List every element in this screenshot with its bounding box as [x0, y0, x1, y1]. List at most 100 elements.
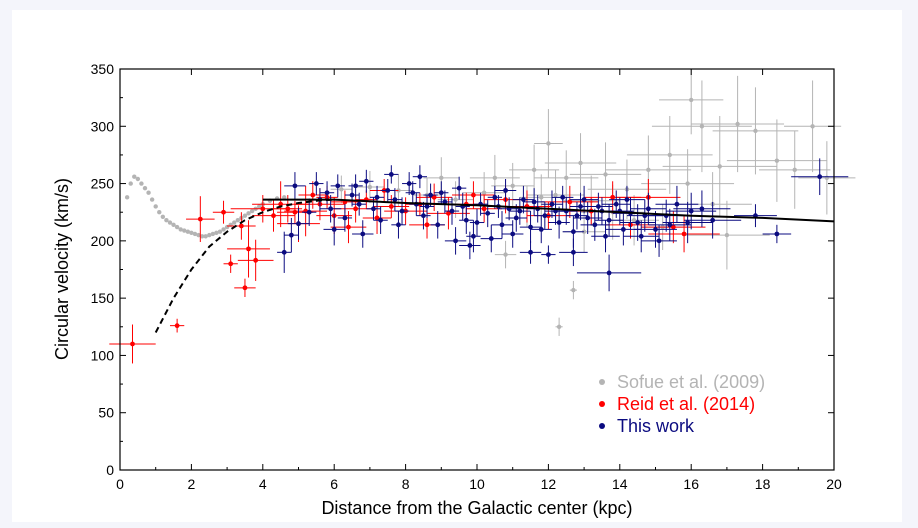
- data-point: [570, 229, 576, 235]
- data-point: [446, 210, 451, 216]
- data-point: [149, 197, 155, 202]
- data-point: [288, 232, 294, 238]
- y-tick-label: 250: [91, 176, 115, 192]
- data-point: [196, 232, 201, 238]
- data-point: [306, 209, 312, 215]
- y-tick-label: 300: [91, 118, 115, 134]
- data-point: [585, 215, 591, 221]
- data-point: [538, 227, 544, 232]
- data-point: [232, 220, 237, 225]
- data-point: [174, 224, 180, 230]
- data-point: [653, 227, 658, 232]
- data-point: [324, 190, 330, 196]
- data-point: [603, 172, 608, 177]
- data-point: [132, 174, 137, 179]
- data-point: [546, 141, 551, 146]
- x-tick-label: 14: [612, 476, 628, 492]
- data-point: [463, 217, 469, 223]
- data-point: [328, 206, 334, 212]
- data-point: [246, 246, 251, 252]
- x-tick-label: 10: [469, 476, 485, 492]
- data-point: [631, 218, 637, 223]
- data-point: [488, 236, 494, 241]
- data-point: [367, 184, 373, 190]
- data-point: [556, 220, 562, 225]
- data-point: [346, 224, 351, 230]
- data-point: [492, 175, 498, 181]
- data-point: [613, 201, 619, 207]
- data-point: [492, 194, 498, 200]
- data-point: [453, 197, 458, 202]
- data-point: [792, 167, 797, 173]
- data-point: [439, 175, 444, 181]
- thiswork-series: [277, 158, 849, 292]
- data-point: [203, 234, 208, 239]
- data-point: [310, 192, 316, 198]
- data-point: [435, 222, 441, 228]
- data-point: [724, 232, 730, 238]
- data-point: [182, 228, 187, 233]
- data-point: [431, 194, 437, 200]
- figure-panel: 0 2 4 6 8 10 12 14 16 18 20 0 50 100 150 200 250 300 350 D…: [12, 10, 902, 522]
- data-point: [235, 218, 241, 223]
- x-tick-label: 20: [826, 476, 842, 492]
- data-point: [388, 172, 394, 177]
- data-point: [217, 229, 223, 234]
- x-tick-label: 6: [330, 476, 338, 492]
- legend-label: Reid et al. (2014): [617, 394, 755, 414]
- data-point: [139, 181, 144, 186]
- data-point: [353, 206, 359, 212]
- data-point: [392, 197, 398, 203]
- data-point: [356, 201, 362, 207]
- data-point: [417, 174, 423, 180]
- data-point: [485, 210, 491, 216]
- data-point: [595, 204, 601, 209]
- data-point: [453, 238, 458, 244]
- data-point: [157, 210, 162, 215]
- data-point: [210, 231, 216, 237]
- data-point: [371, 206, 376, 212]
- legend-label: This work: [617, 416, 695, 436]
- data-point: [638, 233, 644, 239]
- data-point: [645, 206, 651, 212]
- data-point: [624, 197, 630, 203]
- data-point: [581, 197, 587, 203]
- data-point: [192, 231, 198, 237]
- data-point: [260, 206, 266, 212]
- data-point: [378, 217, 384, 223]
- x-tick-label: 18: [755, 476, 771, 492]
- data-point: [257, 204, 262, 209]
- dashed-fit-curve: [154, 198, 335, 333]
- data-point: [285, 206, 291, 212]
- data-point: [635, 220, 641, 225]
- legend-marker: [599, 423, 605, 429]
- data-point: [174, 323, 180, 329]
- data-point: [553, 192, 558, 198]
- data-point: [567, 199, 573, 205]
- data-point: [670, 224, 676, 230]
- data-point: [128, 181, 133, 186]
- data-point: [313, 181, 319, 186]
- data-point: [592, 222, 598, 228]
- data-point: [421, 213, 426, 219]
- data-point: [528, 249, 533, 255]
- data-point: [699, 124, 705, 129]
- data-point: [531, 199, 537, 205]
- data-point: [253, 257, 259, 263]
- data-point: [171, 222, 176, 228]
- data-point: [531, 167, 537, 173]
- data-point: [699, 206, 705, 212]
- y-axis-label: Circular velocity (km/s): [52, 178, 72, 360]
- data-point: [710, 217, 716, 223]
- data-point: [342, 215, 348, 221]
- x-tick-label: 8: [402, 476, 410, 492]
- data-point: [221, 209, 226, 215]
- data-point: [130, 341, 135, 347]
- data-point: [339, 187, 344, 192]
- data-point: [610, 194, 616, 200]
- y-tick-label: 50: [98, 405, 114, 421]
- data-point: [396, 222, 401, 228]
- data-point: [528, 224, 533, 230]
- data-point: [221, 227, 226, 232]
